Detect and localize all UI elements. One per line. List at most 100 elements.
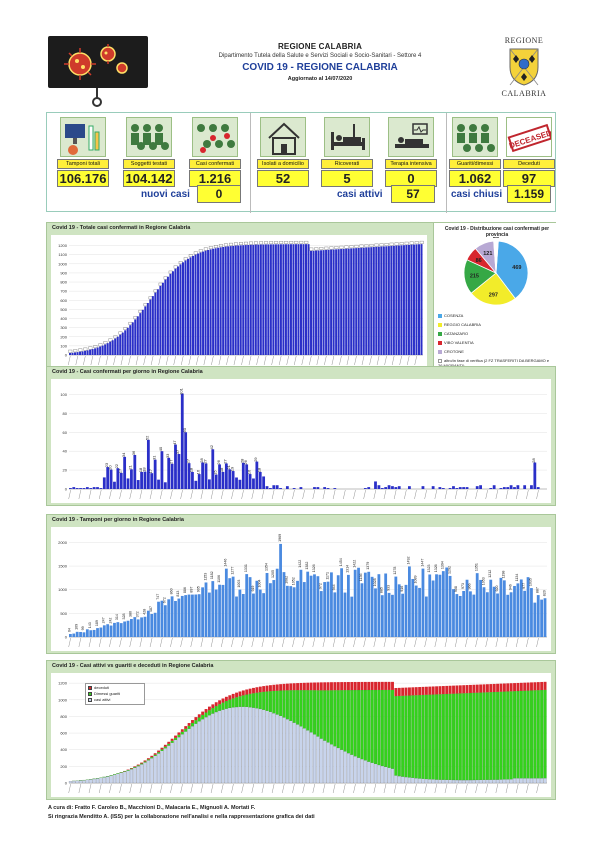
stack-bar-recovered — [404, 695, 408, 778]
x-tick-label — [475, 783, 478, 794]
stack-bar-recovered — [255, 692, 259, 709]
stack-bar-deceased — [540, 681, 544, 691]
stack-bar-deceased — [282, 683, 286, 691]
tests-bar — [163, 605, 167, 637]
cumulative-bar — [310, 250, 313, 355]
tests-bar — [258, 589, 262, 637]
stack-bar-deceased — [346, 682, 350, 691]
stack-bar-deceased — [380, 681, 384, 690]
department-subtitle: Dipartimento Tutela della Salute e Servi… — [218, 53, 422, 59]
x-tick-label — [332, 489, 336, 500]
y-tick-label: 1200 — [58, 681, 68, 686]
tests-bar-label: 972 — [319, 583, 323, 589]
tests-bar — [204, 582, 208, 637]
stack-bar-deceased — [394, 688, 398, 697]
stack-bar-active — [485, 779, 489, 784]
tests-bar — [285, 585, 289, 637]
kpi-deceased: DECEASED Deceduti 97 — [501, 117, 557, 187]
new-cases-value: 0 — [197, 185, 241, 203]
cumulative-bar — [136, 316, 139, 355]
stack-bar-active — [418, 778, 422, 784]
y-tick-label: 800 — [60, 714, 67, 719]
x-tick-label — [312, 489, 315, 500]
tests-bar — [323, 582, 327, 637]
stack-bar-deceased — [313, 682, 316, 691]
stack-bar-active — [499, 779, 503, 784]
daily-bar — [238, 479, 242, 489]
cumulative-bar-label — [163, 276, 168, 280]
stack-bar-recovered — [492, 691, 496, 780]
stack-bar-recovered — [190, 722, 195, 727]
y-tick-label: 1500 — [58, 564, 68, 569]
x-tick-label — [99, 783, 102, 794]
stack-bar-active — [448, 779, 452, 784]
stack-bar-recovered — [323, 690, 327, 741]
stack-bar-active — [306, 730, 310, 784]
daily-bar — [248, 474, 252, 489]
stack-bar-deceased — [479, 684, 483, 693]
x-tick-label — [278, 355, 282, 366]
daily-bar-label: 42 — [209, 444, 214, 449]
cumulative-bar — [111, 340, 114, 355]
cumulative-bar — [161, 282, 164, 355]
daily-bar — [275, 485, 279, 489]
tests-bar — [516, 583, 520, 637]
cumulative-bar — [224, 246, 227, 355]
pie-legend-label: altro/in fase di verifica (2 FZ TRASFERI… — [438, 358, 550, 368]
tests-bar-label: 1454 — [339, 558, 343, 566]
x-tick-label — [383, 783, 387, 794]
stack-bar-active — [214, 711, 218, 784]
stack-bar-active — [279, 715, 283, 784]
tests-bar — [309, 575, 313, 637]
stack-bar-active — [72, 780, 76, 784]
cumulative-bar — [337, 249, 340, 355]
cumulative-bar — [156, 289, 159, 355]
daily-bar — [218, 464, 221, 489]
cumulative-bar — [307, 244, 310, 355]
x-tick-label — [332, 637, 336, 648]
cumulative-chart: 0 100 200 300 400 500 600 700 800 900 1000 1100 1200 — [51, 235, 427, 369]
cumulative-bar — [101, 345, 104, 355]
daily-bar — [479, 485, 482, 489]
stack-bar-deceased — [191, 720, 194, 723]
stack-bar-active — [211, 713, 215, 784]
stack-bar-active — [89, 779, 93, 784]
stack-bar-active — [313, 734, 317, 784]
y-tick-label: 600 — [60, 298, 67, 303]
tests-bar — [245, 574, 249, 637]
cumulative-bar-label — [289, 241, 294, 244]
stack-bar-deceased — [319, 682, 323, 691]
tests-bar — [428, 574, 432, 637]
stack-bar-deceased — [238, 691, 242, 697]
x-tick-label — [88, 489, 92, 500]
daily-bar — [279, 488, 282, 489]
daily-bar — [109, 469, 113, 489]
daily-bar — [82, 488, 86, 489]
daily-bar — [441, 488, 445, 489]
stack-bar-deceased — [452, 685, 455, 694]
legend-recovered: Dimessi guariti — [88, 691, 142, 697]
stack-bar-deceased — [265, 685, 269, 692]
x-tick-label — [129, 489, 132, 500]
stack-bar-deceased — [370, 681, 374, 690]
stack-bar-deceased — [333, 682, 337, 691]
tests-chart-title: Covid 19 - Tamponi per giorno in Regione… — [52, 517, 184, 523]
cumulative-bar — [109, 341, 112, 355]
stack-bar-active — [102, 777, 106, 784]
x-tick-label — [331, 355, 335, 366]
stack-bar-active — [346, 753, 350, 784]
stack-bar-recovered — [529, 690, 534, 779]
x-tick-label — [434, 637, 438, 648]
x-tick-label — [424, 637, 427, 648]
stack-bar-active — [516, 778, 520, 784]
stack-bar-recovered — [197, 717, 201, 722]
daily-bar — [397, 486, 401, 489]
cumulative-bar — [395, 245, 398, 355]
cumulative-bar-label — [208, 246, 213, 250]
tests-bar-label: 916 — [400, 586, 404, 592]
stack-bar-recovered — [502, 691, 506, 780]
stack-bar-recovered — [336, 690, 340, 749]
tests-bar-label: 1134 — [515, 574, 519, 582]
x-tick-label — [173, 355, 176, 366]
daily-bar — [228, 469, 232, 489]
